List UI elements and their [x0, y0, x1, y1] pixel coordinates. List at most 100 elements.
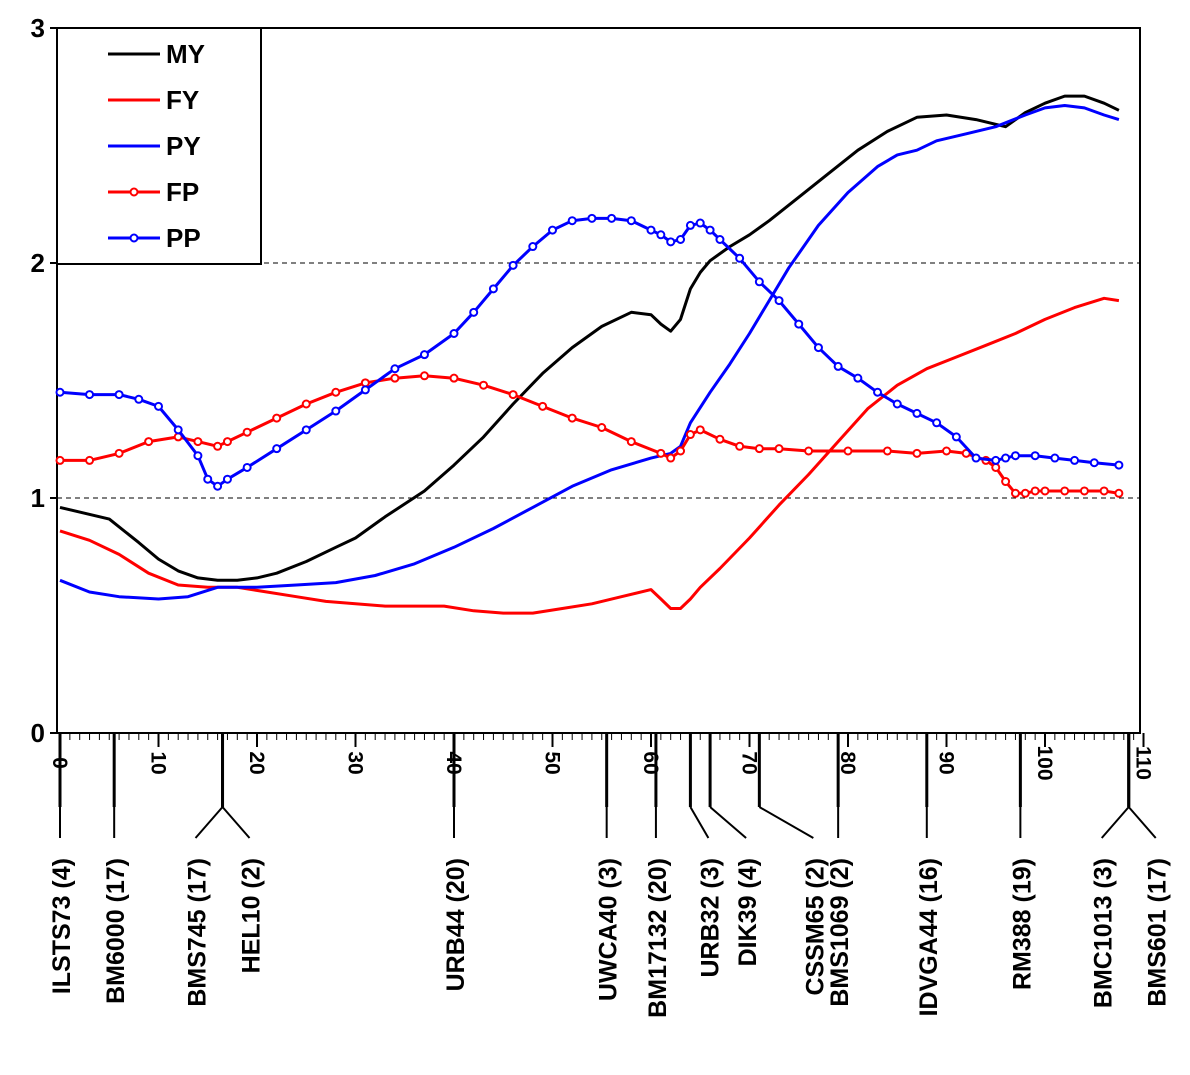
marker-label-bms745: BMS745 (17) — [184, 858, 212, 1007]
marker-leader-line-dik39 — [709, 806, 747, 839]
data-point — [449, 373, 459, 383]
data-point — [114, 390, 124, 400]
data-point — [932, 418, 942, 428]
data-point — [1114, 460, 1124, 470]
marker-label-idvga44: IDVGA44 (16) — [915, 858, 943, 1016]
data-point — [193, 451, 203, 461]
data-point — [1089, 458, 1099, 468]
data-point — [360, 378, 370, 388]
marker-label-rm388: RM388 (19) — [1008, 858, 1036, 990]
data-point — [715, 434, 725, 444]
marker-label-bm6000: BM6000 (17) — [102, 858, 130, 1004]
data-point — [1030, 451, 1040, 461]
data-point — [626, 216, 636, 226]
marker-leader-line-hel10 — [221, 806, 251, 839]
data-point — [1060, 486, 1070, 496]
data-point — [1010, 451, 1020, 461]
series-line-my — [59, 94, 1120, 582]
data-point — [626, 437, 636, 447]
marker-leader-line-bms601 — [1127, 806, 1157, 839]
legend-label-py: PY — [166, 131, 201, 161]
data-point — [144, 437, 154, 447]
data-point — [843, 446, 853, 456]
data-point — [331, 406, 341, 416]
y-tick-label: 1 — [31, 483, 45, 513]
data-point — [735, 441, 745, 451]
data-point — [222, 474, 232, 484]
legend-label-my: MY — [166, 39, 205, 69]
data-point — [85, 455, 95, 465]
data-point — [390, 364, 400, 374]
data-point — [991, 462, 1001, 472]
data-point — [1040, 486, 1050, 496]
x-tick-label: 90 — [935, 751, 958, 774]
marker-leader-line-bms745 — [194, 806, 224, 839]
marker-map: ILSTS73 (4) BM6000 (17) BMS745 (17) HEL10 (… — [48, 733, 1172, 1018]
x-tick-label: 60 — [639, 751, 662, 774]
legend-marker-pp — [129, 233, 139, 243]
x-tick-label: 100 — [1033, 745, 1056, 780]
data-point — [173, 425, 183, 435]
data-point — [1070, 455, 1080, 465]
data-point — [597, 423, 607, 432]
data-point — [55, 455, 65, 465]
data-point — [735, 253, 745, 263]
data-point — [971, 453, 981, 463]
data-point — [567, 216, 577, 226]
data-point — [193, 437, 203, 447]
data-point — [685, 220, 695, 230]
x-tick-label: 70 — [738, 751, 761, 774]
data-point — [607, 213, 617, 223]
marker-label-urb32: URB32 (3) — [696, 858, 724, 977]
legend-marker-fp — [129, 187, 139, 197]
data-point — [508, 260, 518, 270]
data-point — [676, 446, 686, 456]
data-point — [666, 237, 676, 247]
marker-leader-line-urb32 — [689, 806, 710, 839]
data-point — [449, 329, 459, 338]
data-point — [85, 390, 95, 400]
marker-label-bms1069: BMS1069 (2) — [826, 858, 854, 1007]
data-point — [55, 387, 65, 397]
data-point — [833, 361, 843, 371]
x-tick-label: 20 — [245, 751, 268, 774]
series-lines — [55, 94, 1124, 615]
series-line-fy — [59, 296, 1120, 615]
data-point — [242, 462, 252, 472]
marker-label-urb44: URB44 (20) — [442, 858, 470, 991]
data-point — [203, 474, 213, 484]
data-point — [1001, 477, 1011, 487]
data-point — [1079, 486, 1089, 496]
data-point — [213, 441, 223, 451]
data-point — [892, 399, 902, 409]
legend-label-fy: FY — [166, 85, 199, 115]
data-point — [676, 235, 686, 244]
data-point — [272, 444, 282, 454]
data-point — [715, 235, 725, 244]
data-point — [774, 296, 784, 306]
data-point — [331, 387, 341, 397]
marker-label-bms601: BMS601 (17) — [1144, 858, 1172, 1007]
data-point — [301, 425, 311, 435]
legend: MY FY PY FP PP — [56, 27, 262, 265]
data-point — [794, 319, 804, 329]
data-point — [1099, 486, 1109, 496]
data-point — [1010, 488, 1020, 498]
data-point — [1050, 453, 1060, 463]
data-point — [419, 371, 429, 381]
data-point — [685, 430, 695, 440]
data-point — [301, 399, 311, 409]
data-point — [272, 413, 282, 423]
marker-label-hel10: HEL10 (2) — [238, 858, 266, 973]
marker-label-uwca40: UWCA40 (3) — [595, 858, 623, 1001]
data-point — [508, 390, 518, 400]
data-point — [813, 343, 823, 353]
data-point — [646, 225, 656, 235]
data-point — [873, 387, 883, 397]
data-point — [1001, 453, 1011, 463]
data-point — [488, 284, 498, 294]
legend-label-fp: FP — [166, 177, 199, 207]
data-point — [951, 432, 961, 442]
y-axis: 0 1 2 3 — [31, 13, 57, 748]
